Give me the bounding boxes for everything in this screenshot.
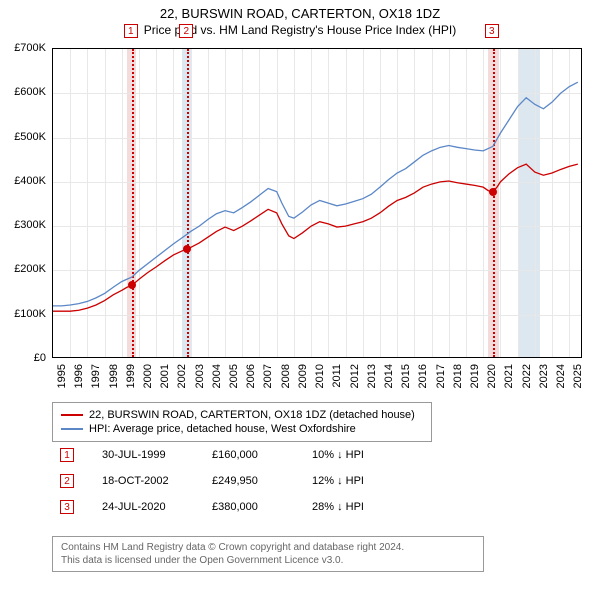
- x-tick-label: 2012: [349, 364, 361, 398]
- x-tick-label: 2018: [452, 364, 464, 398]
- x-tick-label: 2010: [314, 364, 326, 398]
- x-tick-label: 2016: [417, 364, 429, 398]
- y-tick-label: £600K: [0, 86, 46, 98]
- x-tick-label: 2003: [194, 364, 206, 398]
- x-tick-label: 2008: [280, 364, 292, 398]
- y-tick-label: £100K: [0, 308, 46, 320]
- x-tick-label: 1995: [56, 364, 68, 398]
- x-tick-label: 2025: [572, 364, 584, 398]
- event-marker-badge: 3: [485, 24, 499, 38]
- legend: 22, BURSWIN ROAD, CARTERTON, OX18 1DZ (d…: [52, 402, 432, 442]
- legend-label: 22, BURSWIN ROAD, CARTERTON, OX18 1DZ (d…: [89, 409, 415, 421]
- x-tick-label: 1997: [90, 364, 102, 398]
- transaction-dot: [183, 245, 191, 253]
- legend-swatch: [61, 428, 83, 430]
- transaction-date: 18-OCT-2002: [102, 475, 212, 487]
- y-tick-label: £0: [0, 352, 46, 364]
- transaction-badge: 1: [60, 448, 74, 462]
- event-marker-badge: 2: [179, 24, 193, 38]
- attribution-line: This data is licensed under the Open Gov…: [61, 554, 475, 567]
- transaction-price: £249,950: [212, 475, 312, 487]
- attribution-footer: Contains HM Land Registry data © Crown c…: [52, 536, 484, 572]
- transaction-date: 30-JUL-1999: [102, 449, 212, 461]
- legend-swatch: [61, 414, 83, 416]
- x-tick-label: 2006: [245, 364, 257, 398]
- chart-title: 22, BURSWIN ROAD, CARTERTON, OX18 1DZ: [0, 0, 600, 21]
- y-tick-label: £300K: [0, 219, 46, 231]
- x-tick-label: 2019: [469, 364, 481, 398]
- x-tick-label: 1998: [108, 364, 120, 398]
- x-tick-label: 2000: [142, 364, 154, 398]
- transaction-dot: [128, 281, 136, 289]
- x-tick-label: 2009: [297, 364, 309, 398]
- x-tick-label: 2005: [228, 364, 240, 398]
- x-tick-label: 2004: [211, 364, 223, 398]
- transaction-badge: 2: [60, 474, 74, 488]
- x-tick-label: 2011: [331, 364, 343, 398]
- transaction-row: 3 24-JUL-2020£380,00028% ↓ HPI: [60, 500, 364, 514]
- transaction-row: 2 18-OCT-2002£249,95012% ↓ HPI: [60, 474, 364, 488]
- x-tick-label: 2021: [503, 364, 515, 398]
- x-tick-label: 2022: [521, 364, 533, 398]
- x-tick-label: 2015: [400, 364, 412, 398]
- x-tick-label: 2017: [435, 364, 447, 398]
- legend-label: HPI: Average price, detached house, West…: [89, 423, 356, 435]
- y-tick-label: £200K: [0, 263, 46, 275]
- transaction-diff: 28% ↓ HPI: [312, 501, 364, 513]
- y-tick-label: £700K: [0, 42, 46, 54]
- x-tick-label: 2013: [366, 364, 378, 398]
- series-hpi: [53, 82, 578, 306]
- plot-area: [52, 48, 582, 358]
- transaction-price: £380,000: [212, 501, 312, 513]
- x-tick-label: 2014: [383, 364, 395, 398]
- transaction-date: 24-JUL-2020: [102, 501, 212, 513]
- transaction-dot: [489, 188, 497, 196]
- chart-subtitle: Price paid vs. HM Land Registry's House …: [0, 21, 600, 37]
- transaction-price: £160,000: [212, 449, 312, 461]
- event-marker-badge: 1: [124, 24, 138, 38]
- x-tick-label: 2023: [538, 364, 550, 398]
- transaction-badge: 3: [60, 500, 74, 514]
- legend-item: 22, BURSWIN ROAD, CARTERTON, OX18 1DZ (d…: [61, 408, 423, 422]
- x-tick-label: 2024: [555, 364, 567, 398]
- attribution-line: Contains HM Land Registry data © Crown c…: [61, 541, 475, 554]
- legend-item: HPI: Average price, detached house, West…: [61, 422, 423, 436]
- chart-svg: [53, 49, 583, 359]
- x-tick-label: 2007: [262, 364, 274, 398]
- y-tick-label: £400K: [0, 175, 46, 187]
- x-tick-label: 2020: [486, 364, 498, 398]
- x-tick-label: 2002: [176, 364, 188, 398]
- x-tick-label: 1999: [125, 364, 137, 398]
- x-tick-label: 2001: [159, 364, 171, 398]
- transaction-row: 1 30-JUL-1999£160,00010% ↓ HPI: [60, 448, 364, 462]
- transaction-diff: 10% ↓ HPI: [312, 449, 364, 461]
- y-tick-label: £500K: [0, 131, 46, 143]
- x-tick-label: 1996: [73, 364, 85, 398]
- transaction-diff: 12% ↓ HPI: [312, 475, 364, 487]
